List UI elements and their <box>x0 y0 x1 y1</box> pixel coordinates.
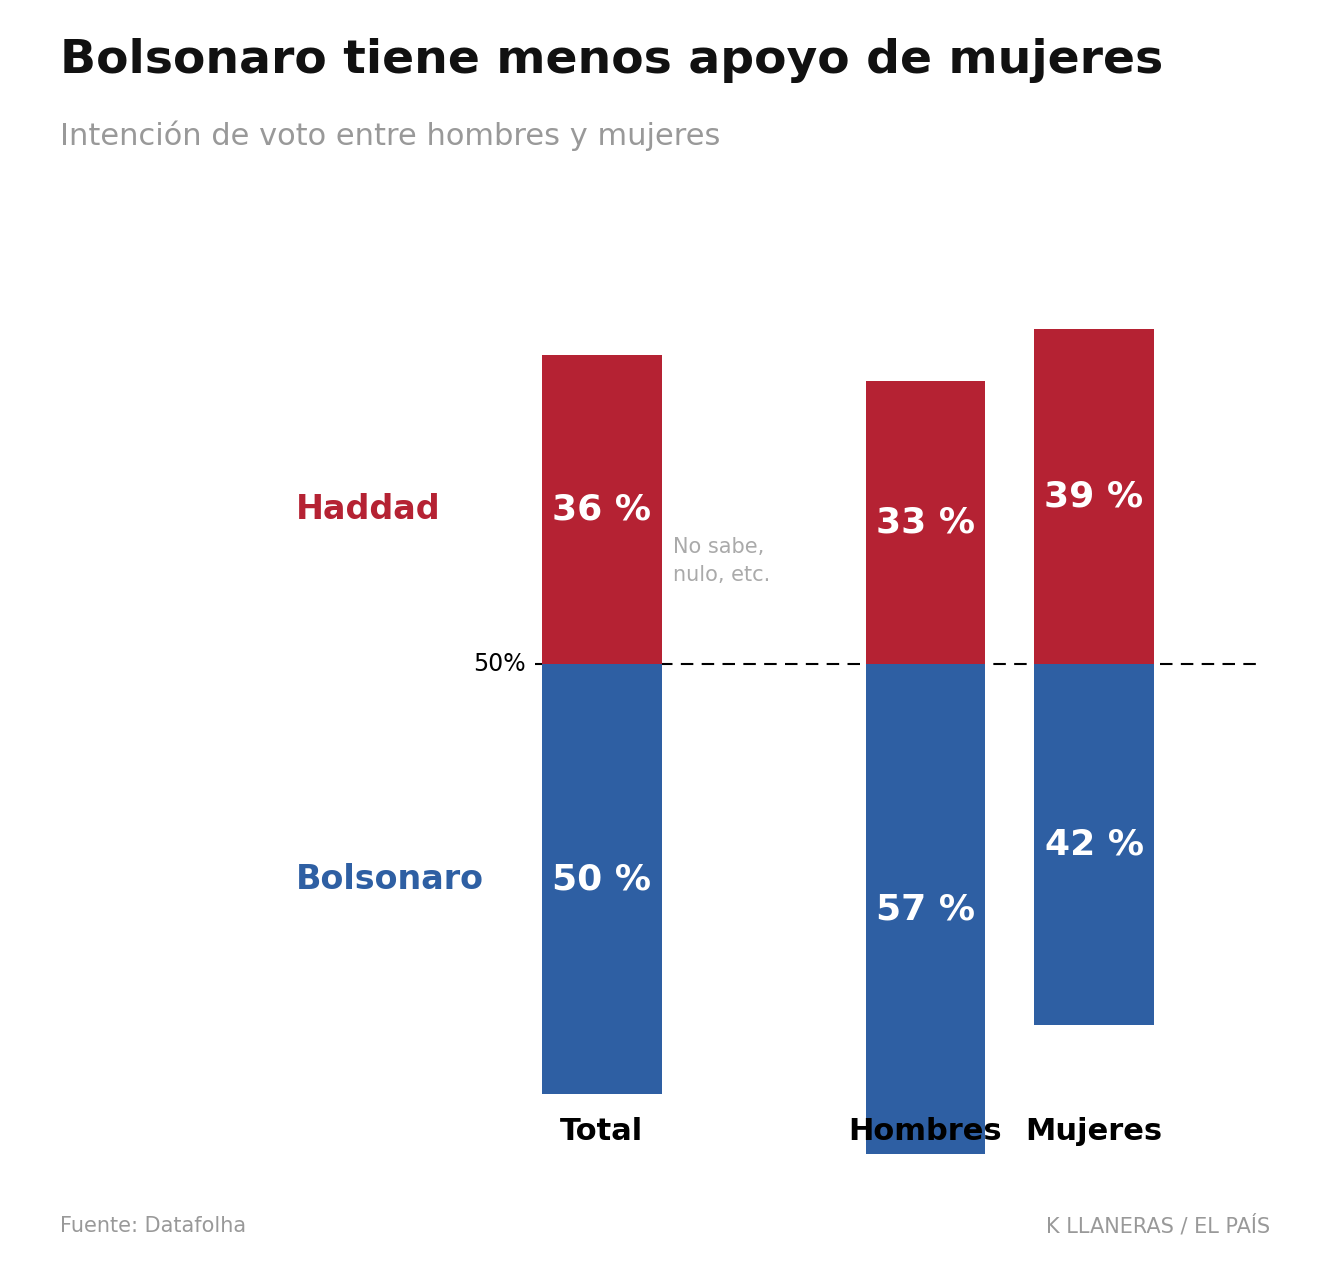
Text: Total: Total <box>560 1116 644 1145</box>
Bar <box>543 355 662 665</box>
Text: 36 %: 36 % <box>552 493 652 527</box>
Bar <box>1035 329 1153 665</box>
Bar <box>866 665 986 1154</box>
Text: K LLANERAS / EL PAÍS: K LLANERAS / EL PAÍS <box>1045 1215 1270 1236</box>
Text: 42 %: 42 % <box>1044 828 1144 862</box>
Text: 57 %: 57 % <box>875 892 975 927</box>
Text: Intención de voto entre hombres y mujeres: Intención de voto entre hombres y mujere… <box>60 120 721 150</box>
Text: 33 %: 33 % <box>875 506 975 540</box>
Text: 50 %: 50 % <box>552 862 652 896</box>
Text: Fuente: Datafolha: Fuente: Datafolha <box>60 1216 246 1236</box>
Text: 39 %: 39 % <box>1044 480 1144 513</box>
Text: Bolsonaro tiene menos apoyo de mujeres: Bolsonaro tiene menos apoyo de mujeres <box>60 38 1164 83</box>
Bar <box>543 665 662 1095</box>
Text: No sabe,
nulo, etc.: No sabe, nulo, etc. <box>673 537 770 585</box>
Bar <box>866 380 986 665</box>
Text: Bolsonaro: Bolsonaro <box>295 863 483 896</box>
Text: Hombres: Hombres <box>849 1116 1001 1145</box>
Text: Mujeres: Mujeres <box>1025 1116 1162 1145</box>
Text: Haddad: Haddad <box>295 493 440 526</box>
Text: 50%: 50% <box>472 652 525 676</box>
Bar <box>1035 665 1153 1025</box>
